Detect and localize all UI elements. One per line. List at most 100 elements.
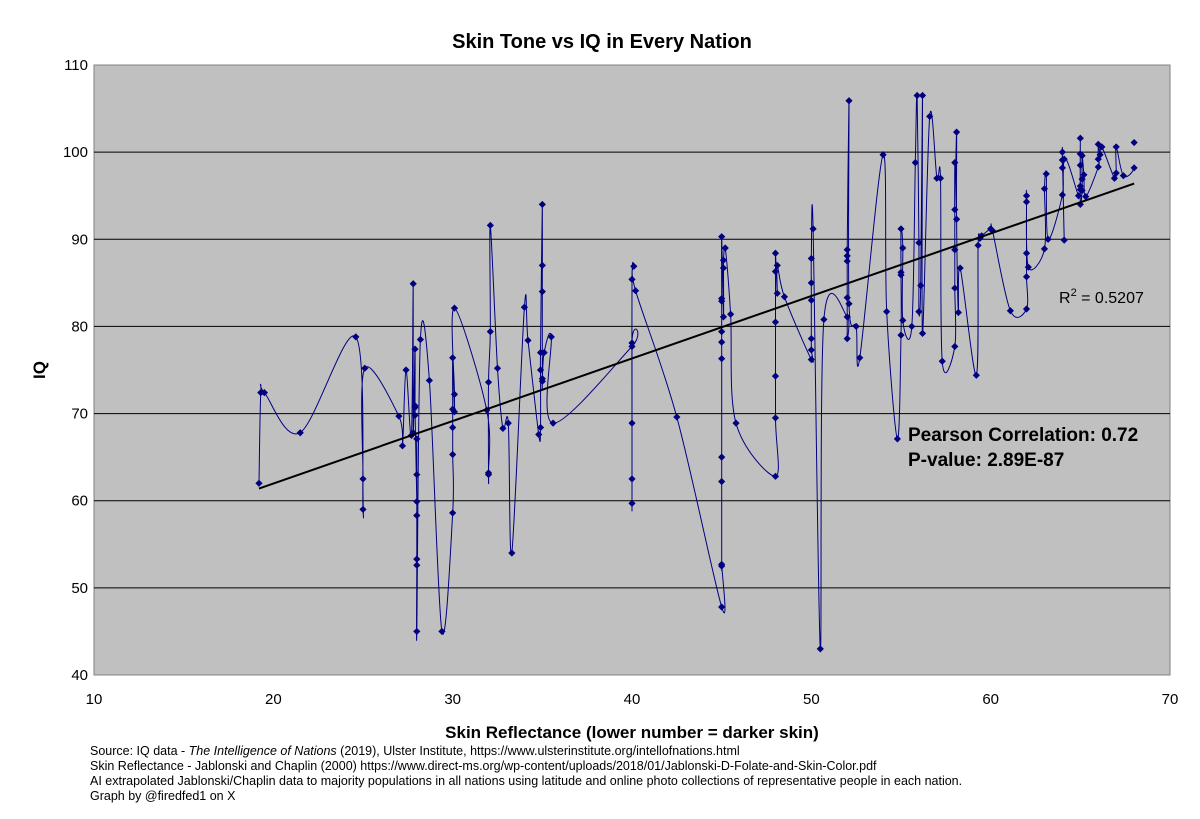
x-tick-label: 60 [982,691,999,708]
data-point [952,128,961,136]
data-point [718,453,726,461]
data-point [938,357,946,365]
x-tick-label: 30 [444,691,461,708]
data-point [843,294,851,302]
data-point [504,419,512,427]
data-point [631,287,640,295]
data-point [809,225,817,233]
x-tick-label: 50 [803,691,820,708]
data-point [1076,161,1084,169]
data-point [918,91,927,100]
data-point [771,372,780,380]
data-point [630,262,638,270]
data-point [820,315,828,324]
pearson-correlation-label: Pearson Correlation: 0.72 [908,425,1138,446]
data-point [915,308,923,316]
data-point [450,304,459,312]
y-tick-label: 40 [71,667,88,684]
data-point [536,423,545,432]
data-point [807,296,815,304]
source-prefix: Source: IQ data - [90,744,189,758]
data-point [852,322,860,331]
data-point [359,505,367,514]
data-point [508,549,516,557]
data-point [395,412,403,420]
data-point [915,239,923,247]
data-point [718,477,726,486]
data-point [1058,191,1066,199]
data-point [1042,170,1050,178]
data-point [972,371,980,379]
data-point [719,264,728,272]
data-point [493,364,502,372]
data-point [1080,171,1088,179]
data-point [1060,236,1068,244]
data-point [917,281,925,290]
data-point [1130,138,1138,147]
data-point [413,561,421,569]
data-point [1112,143,1120,151]
data-point [718,328,726,336]
data-point [438,627,446,636]
data-point [520,303,528,311]
data-point [413,470,421,479]
data-point [926,112,934,121]
data-point [413,555,421,563]
data-point [951,342,959,351]
data-point [843,252,851,260]
data-point [486,328,494,336]
data-point [450,408,459,416]
data-point [843,257,851,265]
data-point [484,378,493,386]
data-point [771,318,780,326]
x-axis-ticks: 10 20 30 40 50 60 70 [86,691,1179,708]
data-point [1098,143,1106,151]
y-tick-label: 50 [71,580,88,597]
data-point [1058,148,1066,156]
data-point [1022,305,1031,313]
data-point [1112,169,1120,177]
data-point [255,479,263,487]
data-point [1130,164,1138,172]
data-point [1082,192,1090,201]
data-point [1040,185,1049,193]
data-point [549,419,557,427]
data-point [897,331,905,339]
data-point [718,603,726,611]
data-point [951,246,959,254]
source-line-1: Source: IQ data - The Intelligence of Na… [90,744,962,759]
data-point [413,511,421,520]
data-points [255,91,1138,653]
data-point [1076,134,1084,142]
data-point [780,293,789,301]
data-point [807,279,815,287]
data-point [719,313,728,321]
data-point [807,346,815,354]
data-point [673,413,681,421]
data-point [1040,245,1049,253]
data-point [727,310,735,318]
data-point [398,442,407,450]
data-point [974,241,982,249]
data-point [951,159,959,167]
x-tick-label: 40 [624,691,641,708]
data-point [524,336,532,344]
data-point [449,423,457,432]
trendline [258,182,1135,490]
data-point [628,275,636,283]
data-point [1006,307,1014,315]
source-book-title: The Intelligence of Nations [188,744,337,758]
chart: Skin Tone vs IQ in Every Nation 40 50 60 70… [30,31,1179,742]
source-suffix: (2019), Ulster Institute, https://www.ul… [336,744,740,758]
data-point [536,366,545,374]
data-point [956,264,964,272]
data-point [771,414,780,422]
data-point [1078,152,1086,160]
data-point [718,294,726,303]
p-value-label: P-value: 2.89E-87 [908,450,1064,471]
data-point [899,244,907,252]
data-point [843,246,851,254]
data-point [1119,172,1127,180]
gridlines [94,151,1170,589]
x-tick-label: 70 [1162,691,1179,708]
